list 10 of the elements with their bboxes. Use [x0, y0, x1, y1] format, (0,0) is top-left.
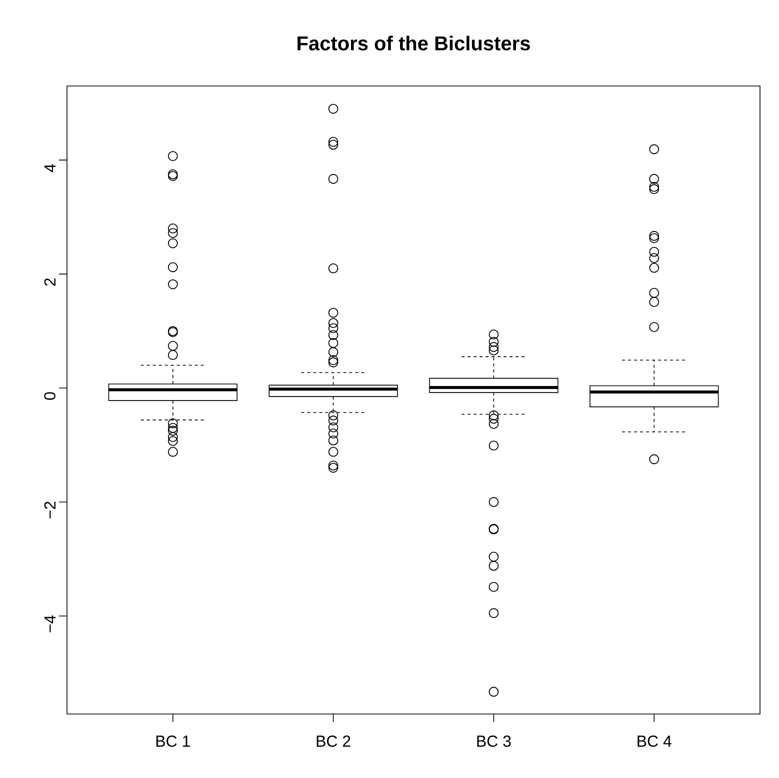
chart-title: Factors of the Biclusters: [298, 36, 530, 50]
x-tick-label: BC 4: [638, 736, 672, 747]
x-tick-label: BC 1: [156, 736, 190, 747]
y-tick-label: 4: [44, 164, 56, 172]
y-tick-label: 2: [44, 278, 56, 286]
y-tick-label: 0: [44, 392, 56, 400]
x-tick-label: BC 3: [477, 736, 511, 747]
y-tick-label: −2: [44, 502, 56, 518]
y-tick-label: −4: [44, 615, 56, 632]
x-tick-label: BC 2: [316, 736, 350, 747]
